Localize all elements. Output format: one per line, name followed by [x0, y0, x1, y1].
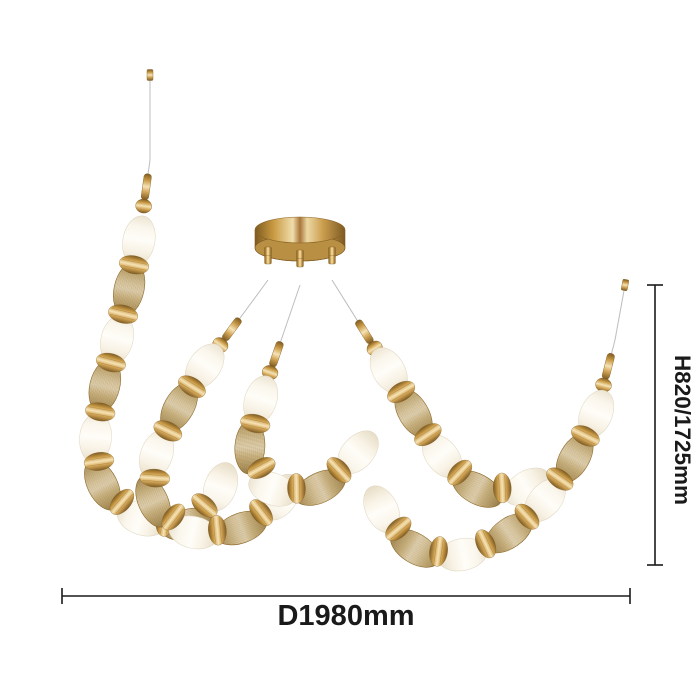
- svg-text:H820/1725mm: H820/1725mm: [670, 355, 695, 505]
- svg-text:D1980mm: D1980mm: [277, 600, 414, 632]
